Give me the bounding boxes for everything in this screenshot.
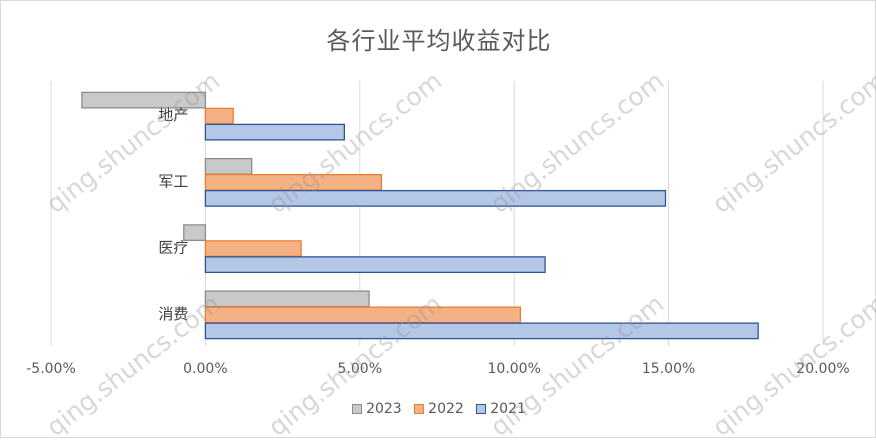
legend-swatch-2021	[476, 404, 487, 414]
category-label: 消费	[158, 305, 188, 323]
category-label: 医疗	[158, 239, 188, 257]
legend-item-2023: 2023	[352, 401, 402, 417]
bar-2023-医疗	[183, 224, 207, 242]
legend-label-2021: 2021	[490, 401, 526, 417]
legend-swatch-2023	[352, 404, 363, 414]
bar-2023-军工	[204, 157, 253, 175]
x-tick-label: 0.00%	[183, 361, 227, 377]
bar-2022-地产	[204, 107, 234, 125]
bar-2022-消费	[204, 306, 522, 324]
chart-legend: 2023 2022 2021	[1, 401, 876, 418]
bar-2021-军工	[204, 189, 667, 207]
bar-2022-医疗	[204, 240, 302, 258]
x-tick-label: 10.00%	[488, 361, 541, 377]
legend-label-2023: 2023	[366, 401, 402, 417]
x-tick-label: -5.00%	[26, 361, 76, 377]
x-tick-label: 20.00%	[796, 361, 849, 377]
chart-title: 各行业平均收益对比	[326, 27, 552, 55]
bar-2021-地产	[204, 123, 346, 141]
legend-item-2021: 2021	[476, 401, 526, 417]
legend-item-2022: 2022	[414, 401, 464, 417]
legend-label-2022: 2022	[428, 401, 464, 417]
category-label: 军工	[158, 172, 188, 190]
bar-2021-消费	[204, 322, 759, 340]
x-tick-label: 15.00%	[642, 361, 695, 377]
legend-swatch-2022	[414, 404, 425, 414]
bar-2023-地产	[81, 91, 207, 109]
bar-2023-消费	[204, 290, 370, 308]
bar-2021-医疗	[204, 256, 546, 274]
category-label: 地产	[158, 106, 188, 124]
bar-2022-军工	[204, 173, 383, 191]
x-tick-label: 5.00%	[338, 361, 382, 377]
